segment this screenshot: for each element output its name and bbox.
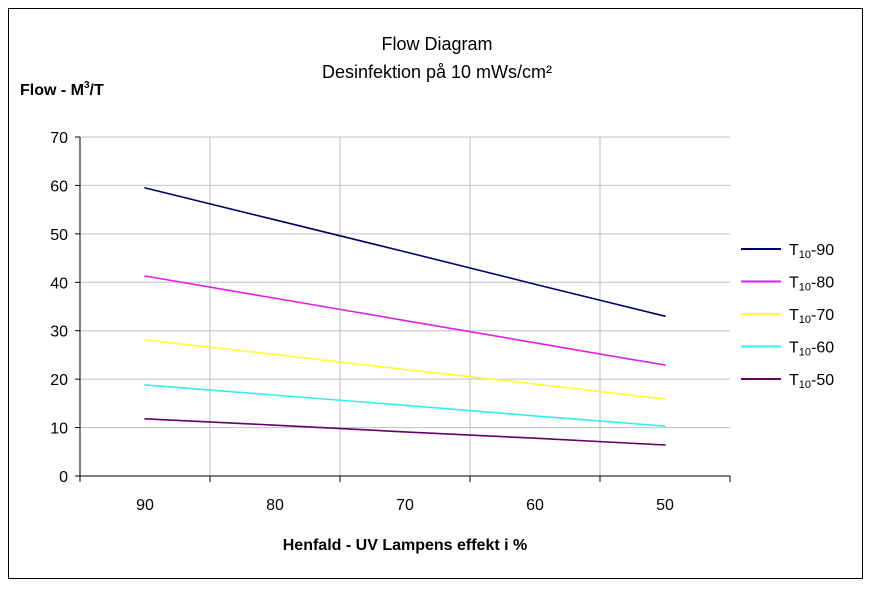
- data-point: [534, 283, 536, 286]
- y-tick-label: 70: [50, 130, 68, 147]
- x-tick-label: 90: [136, 497, 154, 514]
- data-point: [664, 315, 666, 317]
- data-point: [404, 368, 406, 371]
- x-tick-label: 70: [396, 497, 414, 514]
- data-point: [404, 250, 406, 253]
- data-point: [664, 364, 666, 366]
- chart-subtitle: Desinfektion på 10 mWs/cm²: [322, 62, 552, 82]
- data-point: [144, 384, 146, 386]
- legend-label: T10-60: [789, 340, 834, 359]
- data-point: [404, 319, 406, 322]
- chart-frame: [8, 8, 863, 579]
- x-tick-label: 60: [526, 497, 544, 514]
- data-point: [274, 394, 276, 396]
- data-point: [144, 187, 146, 189]
- y-tick-label: 30: [50, 324, 68, 341]
- data-point: [144, 339, 146, 341]
- legend-label: T10-90: [789, 242, 834, 261]
- data-point: [404, 431, 406, 433]
- x-tick-label: 80: [266, 497, 284, 514]
- data-point: [274, 297, 276, 300]
- data-point: [404, 404, 406, 407]
- x-tick-label: 50: [656, 497, 674, 514]
- y-tick-label: 50: [50, 227, 68, 244]
- legend-label: T10-80: [789, 275, 834, 294]
- y-tick-label: 10: [50, 421, 68, 438]
- data-point: [664, 444, 666, 446]
- y-axis-title: Flow - M3/T: [20, 80, 104, 99]
- data-point: [664, 398, 666, 400]
- data-point: [274, 424, 276, 426]
- y-tick-label: 0: [59, 469, 68, 486]
- data-point: [274, 219, 276, 221]
- data-point: [534, 437, 536, 440]
- y-tick-label: 60: [50, 178, 68, 195]
- data-point: [534, 415, 536, 417]
- data-point: [534, 342, 536, 344]
- legend-label: T10-70: [789, 307, 834, 326]
- x-axis-title: Henfald - UV Lampens effekt i %: [283, 537, 528, 554]
- data-point: [144, 275, 146, 277]
- data-point: [534, 383, 536, 385]
- legend-label: T10-50: [789, 372, 834, 391]
- data-point: [144, 418, 146, 420]
- y-tick-label: 20: [50, 372, 68, 389]
- data-point: [664, 425, 666, 427]
- data-point: [274, 353, 276, 356]
- y-tick-label: 40: [50, 275, 68, 292]
- chart-title: Flow Diagram: [381, 34, 492, 54]
